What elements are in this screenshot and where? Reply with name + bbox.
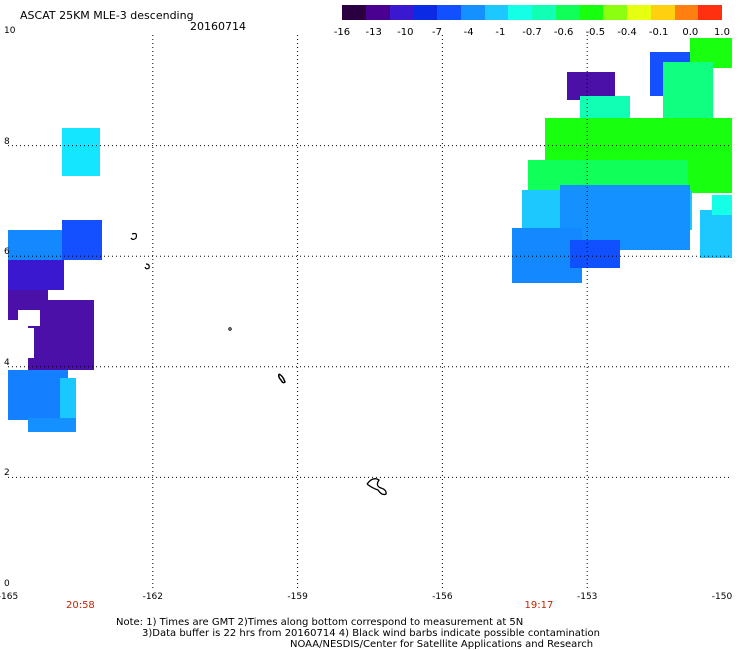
x-axis-label: -153: [576, 592, 598, 602]
y-axis-label: 4: [4, 357, 10, 368]
x-axis-label: -162: [142, 592, 164, 602]
wind-swath-cell: [62, 220, 102, 260]
x-axis-label: -156: [432, 592, 453, 602]
chart-title: ASCAT 25KM MLE-3 descending: [20, 9, 194, 22]
chart-date: 20160714: [190, 20, 246, 33]
wind-swath-cell: [567, 72, 615, 100]
colorbar-tick-label: -1: [495, 27, 506, 38]
footer-note-1: Note: 1) Times are GMT 2)Times along bot…: [116, 617, 524, 628]
y-axis-label: 6: [4, 247, 10, 258]
colorbar-segment: [508, 5, 532, 20]
wind-swath-cell: [545, 118, 635, 163]
colorbar-tick-label: -0.7: [522, 27, 542, 38]
colorbar-tick-label: -0.5: [585, 27, 606, 38]
y-axis-label: 0: [4, 579, 10, 589]
colorbar-segment: [555, 5, 580, 20]
wind-swath-cell: [8, 370, 68, 420]
colorbar-segment: [579, 5, 604, 20]
colorbar-segment: [365, 5, 390, 20]
wind-swath-cell: [60, 378, 76, 418]
colorbar-segment: [698, 5, 722, 20]
colorbar-tick-label: -7: [432, 27, 442, 38]
wind-swath-cell: [18, 310, 40, 326]
colorbar-segment: [484, 5, 509, 20]
colorbar-segment: [674, 5, 699, 20]
colorbar-tick-label: 0.0: [682, 27, 699, 38]
x-axis-label: -159: [287, 592, 308, 602]
colorbar: [342, 5, 722, 20]
wind-swath-cell: [8, 230, 64, 260]
colorbar-segment: [460, 5, 485, 20]
wind-swath-cell: [24, 328, 34, 358]
y-axis-label: 10: [4, 26, 16, 36]
colorbar-segment: [627, 5, 651, 20]
wind-swath-cell: [700, 210, 732, 258]
footer-note-2: 3)Data buffer is 22 hrs from 20160714 4)…: [142, 628, 600, 639]
y-axis-label: 2: [4, 468, 10, 479]
colorbar-segment: [342, 5, 366, 20]
colorbar-tick-label: -0.4: [617, 27, 637, 38]
colorbar-segment: [603, 5, 627, 20]
island-outline: [130, 232, 138, 241]
y-axis-label: 8: [4, 136, 10, 147]
x-axis-label: -165: [0, 592, 19, 602]
wind-swath-cell: [712, 195, 732, 215]
wind-swath-cell: [570, 240, 620, 268]
colorbar-tick-label: -4: [463, 27, 474, 38]
colorbar-tick-label: -16: [333, 27, 351, 38]
wind-swath-cell: [62, 128, 100, 176]
colorbar-segment: [413, 5, 437, 20]
wind-swath-cell: [8, 260, 64, 290]
colorbar-segment: [650, 5, 675, 20]
x-axis-label: -150: [711, 592, 733, 602]
island-outline: [144, 263, 150, 270]
colorbar-tick-label: 1.0: [714, 27, 730, 38]
colorbar-segment: [532, 5, 556, 20]
colorbar-segment: [389, 5, 414, 20]
colorbar-segment: [437, 5, 461, 20]
colorbar-tick-label: -0.6: [553, 27, 574, 38]
footer-note-3: NOAA/NESDIS/Center for Satellite Applica…: [290, 639, 594, 650]
colorbar-tick-label: -13: [365, 27, 382, 38]
island-outline: [366, 478, 387, 496]
time-label: 20:58: [65, 600, 95, 611]
island-outline: [278, 373, 286, 384]
colorbar-tick-label: -0.1: [648, 27, 669, 38]
colorbar-tick-label: -10: [397, 27, 414, 38]
island-outline: [228, 327, 232, 331]
time-label: 19:17: [524, 600, 554, 611]
wind-swath-cell: [28, 418, 76, 432]
